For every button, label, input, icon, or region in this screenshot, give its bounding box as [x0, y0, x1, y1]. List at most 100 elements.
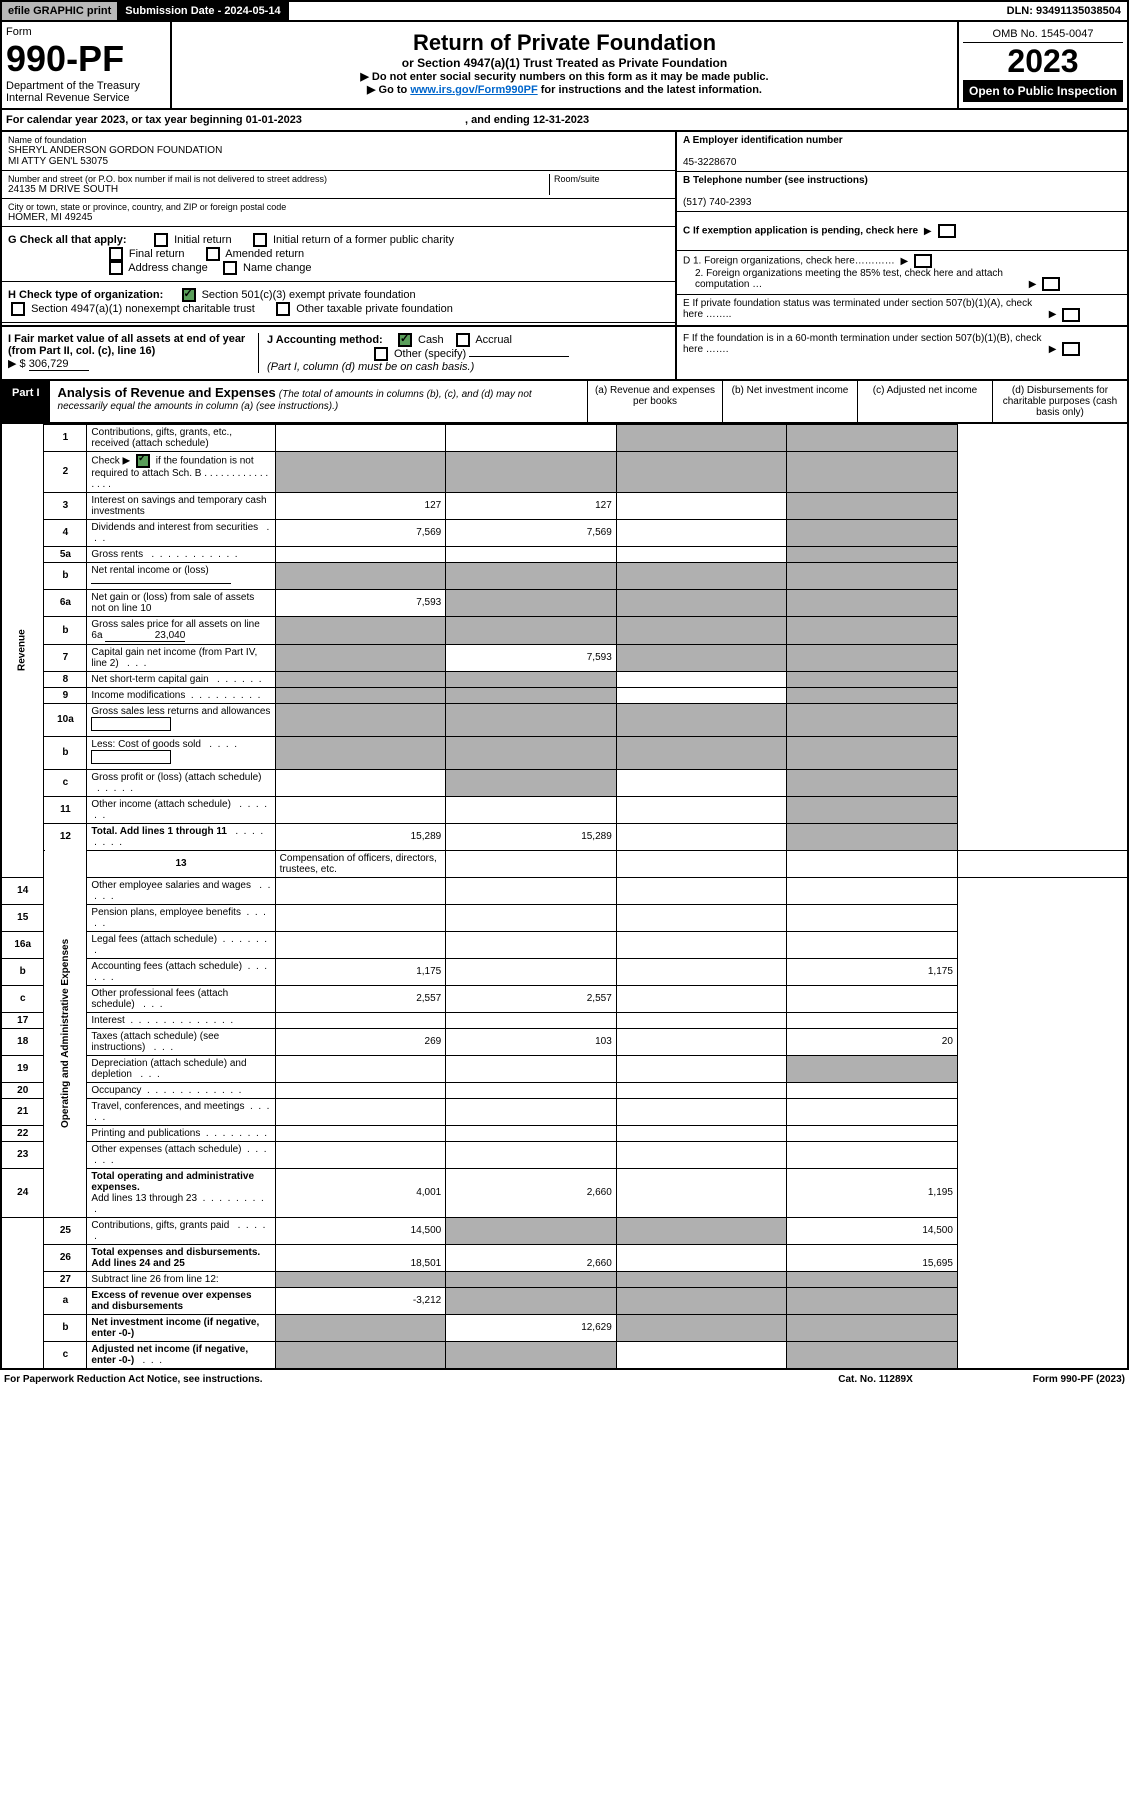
checkbox-pending[interactable]	[938, 224, 956, 238]
checkbox-e[interactable]	[1062, 308, 1080, 322]
table-row: 7Capital gain net income (from Part IV, …	[1, 644, 1128, 671]
j-note: (Part I, column (d) must be on cash basi…	[267, 361, 474, 373]
l12-col-a: 15,289	[275, 823, 446, 850]
irs-link[interactable]: www.irs.gov/Form990PF	[410, 84, 537, 96]
checkbox-d1[interactable]	[914, 254, 932, 268]
dept-treasury: Department of the Treasury	[6, 80, 166, 92]
l5a-desc: Gross rents	[91, 549, 143, 560]
l16c-col-b: 2,557	[446, 985, 617, 1012]
j-accrual: Accrual	[475, 334, 512, 346]
j-other: Other (specify)	[394, 348, 466, 360]
h-label: H Check type of organization:	[8, 289, 163, 301]
l3-col-b: 127	[446, 492, 617, 519]
checkbox-final-return[interactable]	[109, 247, 123, 261]
l20-desc: Occupancy	[91, 1085, 141, 1096]
checkbox-f[interactable]	[1062, 342, 1080, 356]
checkbox-initial-former[interactable]	[253, 233, 267, 247]
instruction-goto-suffix: for instructions and the latest informat…	[538, 84, 762, 96]
part1-label: Part I	[2, 381, 50, 422]
l1-desc: Contributions, gifts, grants, etc., rece…	[87, 424, 275, 451]
checkbox-name-change[interactable]	[223, 261, 237, 275]
l18-col-b: 103	[446, 1028, 617, 1055]
table-row: 24Total operating and administrative exp…	[1, 1168, 1128, 1217]
checkbox-cash[interactable]	[398, 333, 412, 347]
table-row: cAdjusted net income (if negative, enter…	[1, 1341, 1128, 1369]
l10a-desc: Gross sales less returns and allowances	[91, 706, 270, 717]
g-address-change: Address change	[128, 262, 208, 274]
efile-print-button[interactable]: efile GRAPHIC print	[2, 2, 119, 20]
l17-desc: Interest	[91, 1015, 124, 1026]
instruction-goto-prefix: ▶ Go to	[367, 84, 410, 96]
l13-desc: Compensation of officers, directors, tru…	[275, 850, 446, 877]
table-row: bNet rental income or (loss)	[1, 562, 1128, 589]
table-row: 4Dividends and interest from securities …	[1, 519, 1128, 546]
footer-cat: Cat. No. 11289X	[838, 1374, 912, 1385]
l10c-desc: Gross profit or (loss) (attach schedule)	[91, 772, 261, 783]
checkbox-address-change[interactable]	[109, 261, 123, 275]
expenses-side-label: Operating and Administrative Expenses	[44, 850, 87, 1217]
l19-desc: Depreciation (attach schedule) and deple…	[91, 1058, 246, 1080]
l16b-desc: Accounting fees (attach schedule)	[91, 961, 242, 972]
cal-year-prefix: For calendar year 2023, or tax year begi…	[6, 114, 246, 126]
foundation-name-label: Name of foundation	[8, 135, 669, 145]
l7-col-b: 7,593	[446, 644, 617, 671]
h-4947a1: Section 4947(a)(1) nonexempt charitable …	[31, 303, 255, 315]
checkbox-sch-b[interactable]	[136, 454, 150, 468]
l26-col-b: 2,660	[446, 1244, 617, 1271]
table-row: 23Other expenses (attach schedule) . . .…	[1, 1141, 1128, 1168]
form-subtitle: or Section 4947(a)(1) Trust Treated as P…	[180, 56, 949, 70]
table-row: 27Subtract line 26 from line 12:	[1, 1271, 1128, 1287]
submission-date: Submission Date - 2024-05-14	[119, 2, 288, 20]
l21-desc: Travel, conferences, and meetings	[91, 1101, 244, 1112]
foundation-name-1: SHERYL ANDERSON GORDON FOUNDATION	[8, 145, 669, 156]
checkbox-accrual[interactable]	[456, 333, 470, 347]
table-row: 20Occupancy . . . . . . . . . . . .	[1, 1082, 1128, 1098]
table-row: 19Depreciation (attach schedule) and dep…	[1, 1055, 1128, 1082]
checkbox-other-method[interactable]	[374, 347, 388, 361]
instruction-ssn: ▶ Do not enter social security numbers o…	[180, 70, 949, 83]
table-row: bLess: Cost of goods sold . . . .	[1, 736, 1128, 769]
table-row: 12Total. Add lines 1 through 11 . . . . …	[1, 823, 1128, 850]
l6b-val: 23,040	[105, 630, 185, 642]
col-d-header: (d) Disbursements for charitable purpose…	[992, 381, 1127, 422]
l5b-desc: Net rental income or (loss)	[91, 565, 208, 576]
table-row: 10aGross sales less returns and allowanc…	[1, 703, 1128, 736]
checkbox-d2[interactable]	[1042, 277, 1060, 291]
g-final-return: Final return	[129, 248, 185, 260]
phone-label: B Telephone number (see instructions)	[683, 175, 868, 186]
table-row: 6aNet gain or (loss) from sale of assets…	[1, 589, 1128, 616]
l2-check-prefix: Check ▶	[91, 455, 130, 466]
form-label: Form	[6, 26, 166, 38]
checkbox-501c3[interactable]	[182, 288, 196, 302]
table-row: 9Income modifications . . . . . . . . .	[1, 687, 1128, 703]
l18-col-a: 269	[275, 1028, 446, 1055]
table-row: 2Check ▶ if the foundation is not requir…	[1, 451, 1128, 492]
l24-col-a: 4,001	[275, 1168, 446, 1217]
l16b-col-d: 1,175	[787, 958, 958, 985]
checkbox-4947a1[interactable]	[11, 302, 25, 316]
l26-col-a: 18,501	[275, 1244, 446, 1271]
checkbox-other-taxable[interactable]	[276, 302, 290, 316]
l16b-col-a: 1,175	[275, 958, 446, 985]
l15-desc: Pension plans, employee benefits	[91, 907, 241, 918]
table-row: 8Net short-term capital gain . . . . . .	[1, 671, 1128, 687]
table-row: 17Interest . . . . . . . . . . . . .	[1, 1012, 1128, 1028]
l6a-desc: Net gain or (loss) from sale of assets n…	[87, 589, 275, 616]
checkbox-initial-return[interactable]	[154, 233, 168, 247]
table-row: 3Interest on savings and temporary cash …	[1, 492, 1128, 519]
form-title: Return of Private Foundation	[180, 30, 949, 56]
d1-label: D 1. Foreign organizations, check here………	[683, 256, 895, 267]
l8-desc: Net short-term capital gain	[91, 674, 208, 685]
table-row: 15Pension plans, employee benefits . . .…	[1, 904, 1128, 931]
table-row: cOther professional fees (attach schedul…	[1, 985, 1128, 1012]
l12-col-b: 15,289	[446, 823, 617, 850]
g-amended-return: Amended return	[225, 248, 304, 260]
table-row: 25Contributions, gifts, grants paid . . …	[1, 1217, 1128, 1244]
checkbox-amended-return[interactable]	[206, 247, 220, 261]
table-row: cGross profit or (loss) (attach schedule…	[1, 769, 1128, 796]
l24-desc-b: Add lines 13 through 23	[91, 1193, 197, 1204]
col-a-header: (a) Revenue and expenses per books	[587, 381, 722, 422]
l10b-desc: Less: Cost of goods sold	[91, 739, 201, 750]
table-row: 18Taxes (attach schedule) (see instructi…	[1, 1028, 1128, 1055]
g-initial-return: Initial return	[174, 234, 231, 246]
